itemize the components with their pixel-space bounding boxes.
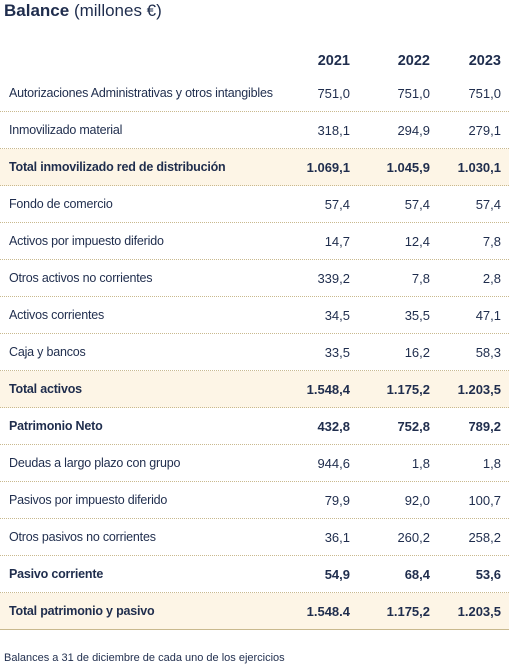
row-label: Pasivos por impuesto diferido <box>9 493 168 507</box>
row-value-2021: 14,7 <box>324 233 350 249</box>
row-label: Total inmovilizado red de distribución <box>9 160 226 174</box>
row-value-2023: 258,2 <box>468 529 501 545</box>
row-label: Inmovilizado material <box>9 123 123 137</box>
column-header-2021: 2021 <box>317 53 350 69</box>
table-row: Fondo de comercio 57,4 57,4 57,4 <box>0 186 509 223</box>
row-value-2022: 57,4 <box>404 196 430 212</box>
balance-table: 2021 2022 2023 Autorizaciones Administra… <box>0 39 509 630</box>
row-label: Otros pasivos no corrientes <box>9 530 156 544</box>
table-row: Total patrimonio y pasivo 1.548.4 1.175,2 1… <box>0 593 509 630</box>
row-value-2023: 7,8 <box>482 233 501 249</box>
row-value-2022: 1,8 <box>411 455 430 471</box>
row-value-2022: 751,0 <box>397 85 430 101</box>
table-row: Total activos 1.548,4 1.175,2 1.203,5 <box>0 371 509 408</box>
row-value-2022: 260,2 <box>397 529 430 545</box>
row-value-2023: 53,6 <box>475 566 501 582</box>
page-title: Balance (millones €) <box>4 0 162 22</box>
row-value-2021: 318,1 <box>317 122 350 138</box>
row-value-2023: 1.203,5 <box>457 381 501 397</box>
column-header-2022: 2022 <box>397 53 430 69</box>
row-label: Caja y bancos <box>9 345 86 359</box>
row-value-2023: 789,2 <box>468 418 501 434</box>
column-header-2023: 2023 <box>468 53 501 69</box>
row-value-2023: 1.030,1 <box>457 159 501 175</box>
row-value-2022: 1.175,2 <box>386 381 430 397</box>
row-value-2022: 7,8 <box>411 270 430 286</box>
row-label: Activos corrientes <box>9 308 105 322</box>
table-row: Activos por impuesto diferido 14,7 12,4 7,8 <box>0 223 509 260</box>
row-value-2022: 12,4 <box>404 233 430 249</box>
title-main: Balance <box>4 1 70 20</box>
row-value-2021: 57,4 <box>324 196 350 212</box>
row-value-2021: 54,9 <box>324 566 350 582</box>
row-value-2021: 79,9 <box>324 492 350 508</box>
row-value-2022: 16,2 <box>404 344 430 360</box>
row-value-2022: 294,9 <box>397 122 430 138</box>
footnote: Balances a 31 de diciembre de cada uno d… <box>4 652 285 664</box>
row-value-2021: 36,1 <box>324 529 350 545</box>
row-value-2023: 2,8 <box>482 270 501 286</box>
row-label: Activos por impuesto diferido <box>9 234 164 248</box>
row-value-2021: 34,5 <box>324 307 350 323</box>
row-value-2023: 1.203,5 <box>457 603 501 619</box>
table-row: Total inmovilizado red de distribución 1.… <box>0 149 509 186</box>
row-value-2021: 751,0 <box>317 85 350 101</box>
row-value-2022: 1.175,2 <box>386 603 430 619</box>
row-value-2021: 339,2 <box>317 270 350 286</box>
row-label: Total activos <box>9 382 82 396</box>
row-value-2021: 944,6 <box>317 455 350 471</box>
row-label: Deudas a largo plazo con grupo <box>9 456 181 470</box>
table-header-row: 2021 2022 2023 <box>0 39 509 75</box>
row-label: Pasivo corriente <box>9 567 104 581</box>
row-value-2021: 33,5 <box>324 344 350 360</box>
table-row: Pasivos por impuesto diferido 79,9 92,0 100… <box>0 482 509 519</box>
row-value-2022: 68,4 <box>404 566 430 582</box>
row-value-2023: 100,7 <box>468 492 501 508</box>
row-value-2023: 58,3 <box>475 344 501 360</box>
row-value-2023: 1,8 <box>482 455 501 471</box>
row-value-2022: 752,8 <box>397 418 430 434</box>
row-value-2022: 1.045,9 <box>386 159 430 175</box>
row-value-2021: 1.069,1 <box>306 159 350 175</box>
row-label: Patrimonio Neto <box>9 419 103 433</box>
row-label: Otros activos no corrientes <box>9 271 153 285</box>
row-value-2021: 1.548.4 <box>306 603 350 619</box>
table-row: Pasivo corriente 54,9 68,4 53,6 <box>0 556 509 593</box>
row-value-2023: 751,0 <box>468 85 501 101</box>
row-value-2022: 92,0 <box>404 492 430 508</box>
row-value-2023: 279,1 <box>468 122 501 138</box>
row-label: Autorizaciones Administrativas y otros i… <box>9 86 273 100</box>
row-value-2021: 1.548,4 <box>306 381 350 397</box>
row-value-2022: 35,5 <box>404 307 430 323</box>
table-row: Deudas a largo plazo con grupo 944,6 1,8 1,… <box>0 445 509 482</box>
table-row: Otros activos no corrientes 339,2 7,8 2,8 <box>0 260 509 297</box>
table-row: Patrimonio Neto 432,8 752,8 789,2 <box>0 408 509 445</box>
row-value-2023: 57,4 <box>475 196 501 212</box>
row-label: Total patrimonio y pasivo <box>9 604 155 618</box>
row-value-2023: 47,1 <box>475 307 501 323</box>
row-label: Fondo de comercio <box>9 197 113 211</box>
row-value-2021: 432,8 <box>317 418 350 434</box>
table-row: Inmovilizado material 318,1 294,9 279,1 <box>0 112 509 149</box>
table-row: Otros pasivos no corrientes 36,1 260,2 258,… <box>0 519 509 556</box>
table-row: Caja y bancos 33,5 16,2 58,3 <box>0 334 509 371</box>
table-row: Activos corrientes 34,5 35,5 47,1 <box>0 297 509 334</box>
table-row: Autorizaciones Administrativas y otros i… <box>0 75 509 112</box>
title-unit: (millones €) <box>73 1 162 20</box>
